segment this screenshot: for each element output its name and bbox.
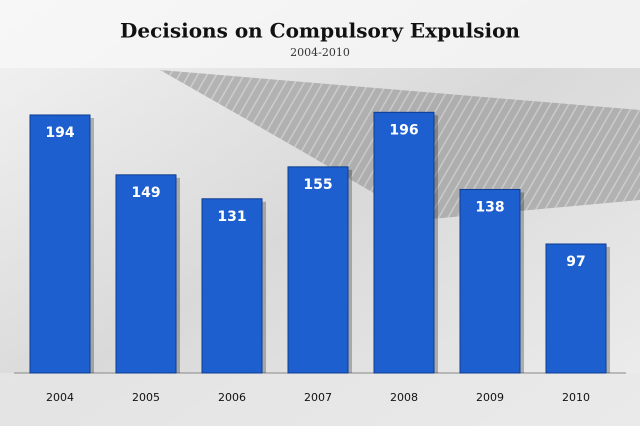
bar — [287, 166, 349, 374]
bar — [373, 111, 435, 374]
x-tick-label: 2005 — [132, 391, 160, 404]
x-tick-label: 2009 — [476, 391, 504, 404]
value-label: 138 — [475, 199, 504, 215]
value-label: 196 — [389, 122, 418, 138]
bar — [115, 174, 177, 374]
footer-band — [0, 373, 640, 426]
value-label: 155 — [303, 177, 332, 193]
x-tick-label: 2004 — [46, 391, 74, 404]
bar — [29, 114, 91, 374]
value-label: 194 — [45, 125, 74, 141]
chart-title: Decisions on Compulsory Expulsion — [120, 19, 520, 43]
bar — [545, 243, 607, 374]
bar — [201, 198, 263, 374]
bar — [459, 188, 521, 374]
header-band — [0, 0, 640, 68]
x-tick-label: 2008 — [390, 391, 418, 404]
x-tick-label: 2006 — [218, 391, 246, 404]
value-label: 131 — [217, 209, 246, 225]
x-tick-label: 2010 — [562, 391, 590, 404]
value-label: 97 — [566, 254, 585, 270]
x-tick-label: 2007 — [304, 391, 332, 404]
value-label: 149 — [131, 185, 160, 201]
chart-subtitle: 2004-2010 — [290, 46, 350, 59]
